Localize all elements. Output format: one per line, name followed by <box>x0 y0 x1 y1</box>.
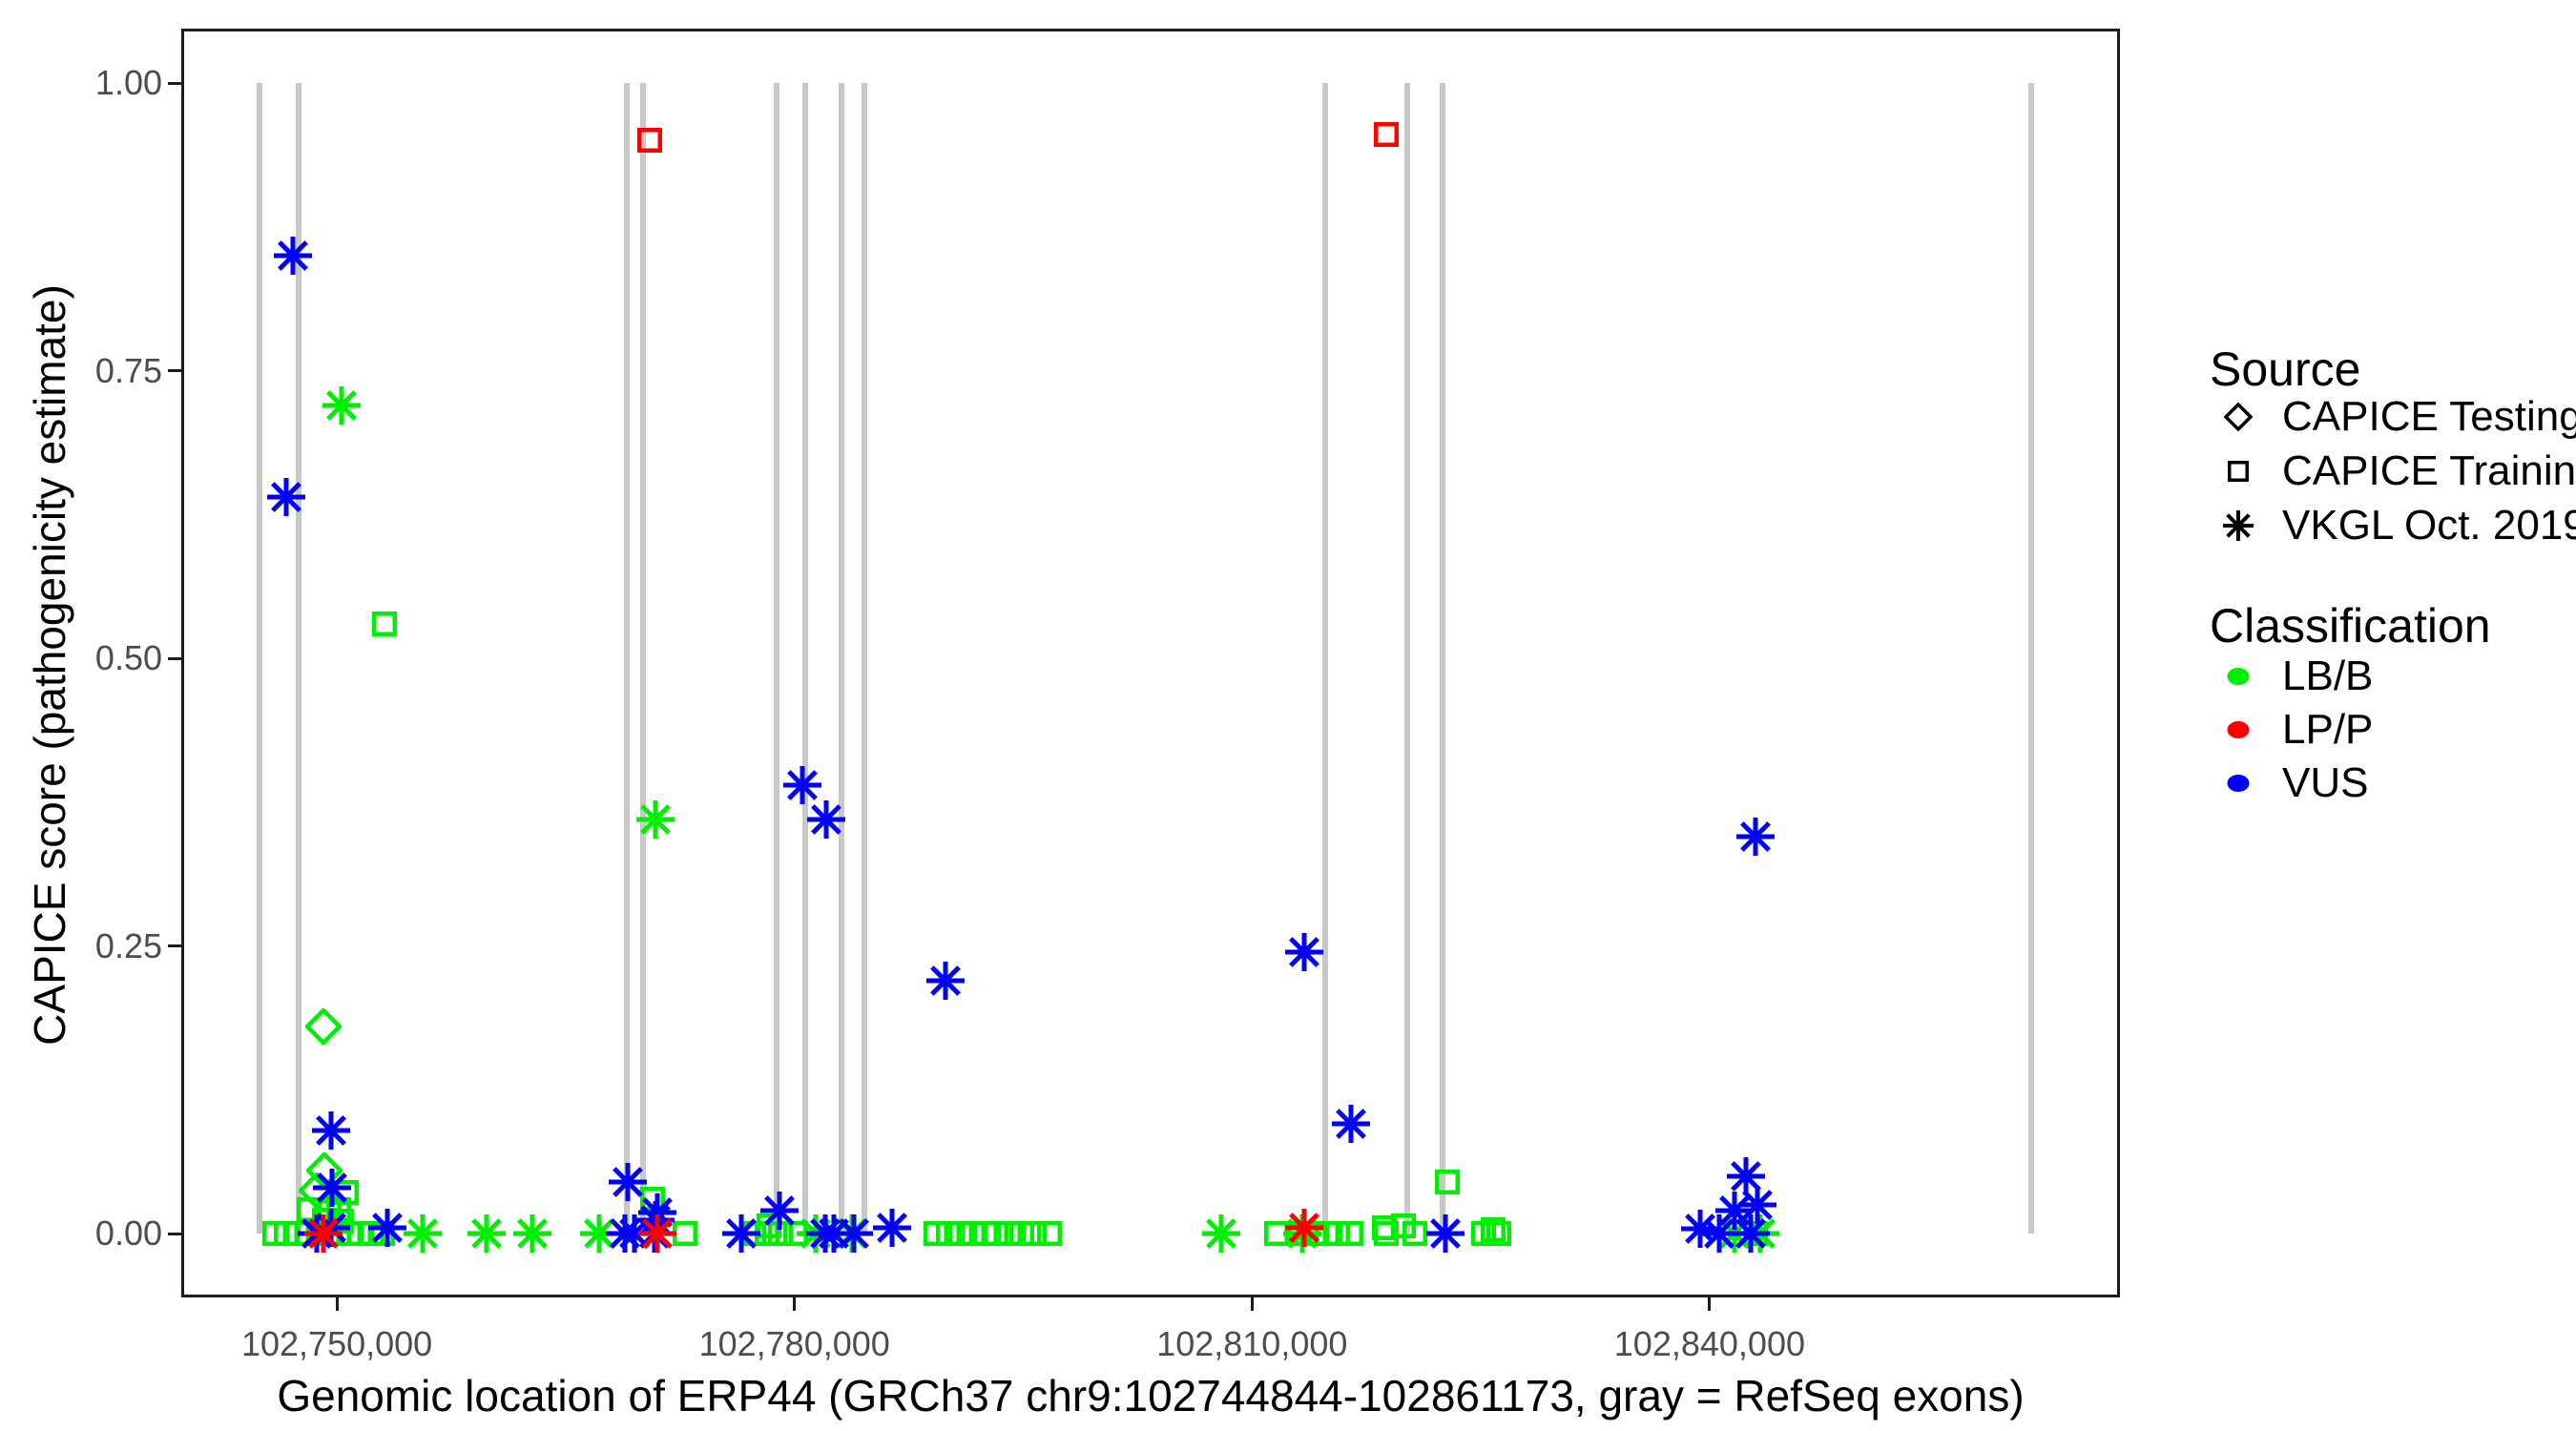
data-point-vkgl-LBB <box>634 798 676 840</box>
data-point-vkgl-VUS <box>720 1213 762 1255</box>
data-point-vkgl-VUS <box>1736 1184 1778 1226</box>
legend-dot-icon <box>2215 772 2261 795</box>
data-point-vkgl-VUS <box>1735 816 1776 858</box>
exon-line <box>1322 83 1329 1234</box>
data-point-vkgl-LBB <box>402 1213 444 1255</box>
x-axis-tick <box>1708 1297 1712 1311</box>
data-point-training-LBB <box>1485 1220 1512 1247</box>
data-point-vkgl-VUS <box>1714 1190 1755 1232</box>
data-point-training-LBB <box>1480 1216 1506 1243</box>
x-tick-label: 102,840,000 <box>1613 1324 1805 1363</box>
data-point-vkgl-LBB <box>466 1213 508 1255</box>
y-axis-tick <box>168 81 181 85</box>
y-tick-label: 0.75 <box>94 350 162 390</box>
legend-classification-item-label: VUS <box>2282 759 2369 806</box>
data-point-vkgl-VUS <box>1698 1213 1740 1255</box>
legend-diamond-icon <box>2215 403 2261 431</box>
data-point-training-LBB <box>1434 1169 1461 1195</box>
data-point-vkgl-VUS <box>924 960 966 1002</box>
data-point-vkgl-LBB <box>511 1213 553 1255</box>
exon-line <box>256 83 262 1234</box>
exon-line <box>773 83 779 1234</box>
data-point-vkgl-VUS <box>311 1167 353 1209</box>
y-tick-label: 0.50 <box>94 638 162 677</box>
y-tick-label: 0.25 <box>94 925 162 965</box>
data-point-testing-LBB <box>303 1006 343 1047</box>
data-point-vkgl-LPP <box>302 1213 344 1255</box>
data-point-training-LPP <box>636 127 663 154</box>
legend-square-icon <box>2215 460 2261 483</box>
data-point-training-LBB <box>1402 1220 1428 1247</box>
data-point-training-LBB <box>1373 1220 1400 1247</box>
x-axis-tick <box>335 1297 339 1311</box>
legend-classification-title: Classification <box>2210 599 2491 653</box>
data-point-vkgl-VUS <box>1424 1213 1466 1255</box>
exon-line <box>640 83 647 1234</box>
data-point-training-LPP <box>1373 121 1400 148</box>
data-point-training-LBB <box>371 611 398 637</box>
data-point-vkgl-VUS <box>871 1207 913 1249</box>
exon-line <box>862 83 868 1234</box>
data-point-vkgl-VUS <box>1283 931 1325 973</box>
exon-line <box>623 83 630 1234</box>
x-axis-tick <box>793 1297 797 1311</box>
legend-source-item-label: CAPICE Testing <box>2282 393 2576 440</box>
legend-dot-icon <box>2215 665 2261 688</box>
legend-dot-icon <box>2215 718 2261 741</box>
legend-classification-item-label: LP/P <box>2282 706 2374 753</box>
data-point-vkgl-LPP <box>1283 1207 1325 1249</box>
x-tick-label: 102,810,000 <box>1156 1324 1348 1363</box>
legend-source-title: Source <box>2210 342 2361 396</box>
exon-line <box>1440 83 1446 1234</box>
data-point-vkgl-VUS <box>310 1110 352 1151</box>
x-axis-tick <box>1250 1297 1254 1311</box>
data-point-vkgl-VUS <box>272 235 314 277</box>
data-point-training-LBB <box>1324 1220 1351 1247</box>
exon-line <box>839 83 845 1234</box>
x-tick-label: 102,750,000 <box>240 1324 433 1363</box>
legend-classification-item-label: LB/B <box>2282 653 2374 699</box>
x-tick-label: 102,780,000 <box>698 1324 890 1363</box>
y-axis-tick <box>168 656 181 660</box>
data-point-training-LBB <box>1036 1220 1063 1247</box>
data-point-vkgl-LBB <box>321 384 363 426</box>
data-point-vkgl-VUS <box>1330 1103 1372 1145</box>
exon-line <box>2028 83 2035 1234</box>
y-tick-label: 1.00 <box>94 63 162 102</box>
exon-line <box>1404 83 1411 1234</box>
y-tick-label: 0.00 <box>94 1213 162 1253</box>
data-point-vkgl-VUS <box>1725 1155 1767 1197</box>
y-axis-tick <box>168 944 181 947</box>
data-point-training-LBB <box>1338 1220 1364 1247</box>
legend-source-item-label: CAPICE Training <box>2282 447 2576 494</box>
legend-asterisk-icon <box>2215 508 2261 543</box>
data-point-vkgl-VUS <box>758 1190 800 1232</box>
data-point-vkgl-VUS <box>1730 1213 1772 1255</box>
data-point-vkgl-VUS <box>781 764 823 806</box>
y-axis-tick <box>168 369 181 372</box>
data-point-vkgl-VUS <box>805 798 847 840</box>
data-point-vkgl-LPP <box>636 1213 678 1255</box>
data-point-vkgl-LBB <box>1200 1213 1242 1255</box>
y-axis-title: CAPICE score (pathogenicity estimate) <box>25 284 74 1046</box>
data-point-vkgl-VUS <box>265 476 307 518</box>
data-point-vkgl-VUS <box>366 1207 408 1249</box>
data-point-training-LBB <box>983 1220 1009 1247</box>
x-axis-title: Genomic location of ERP44 (GRCh37 chr9:1… <box>277 1371 2025 1421</box>
exon-line <box>801 83 808 1234</box>
data-point-vkgl-VUS <box>833 1213 875 1255</box>
y-axis-tick <box>168 1232 181 1235</box>
exon-line <box>296 83 302 1234</box>
data-point-training-LBB <box>1021 1220 1048 1247</box>
plot-panel <box>181 29 2120 1297</box>
data-point-vkgl-VUS <box>607 1161 649 1203</box>
legend-source-item-label: VKGL Oct. 2019 <box>2282 502 2576 549</box>
